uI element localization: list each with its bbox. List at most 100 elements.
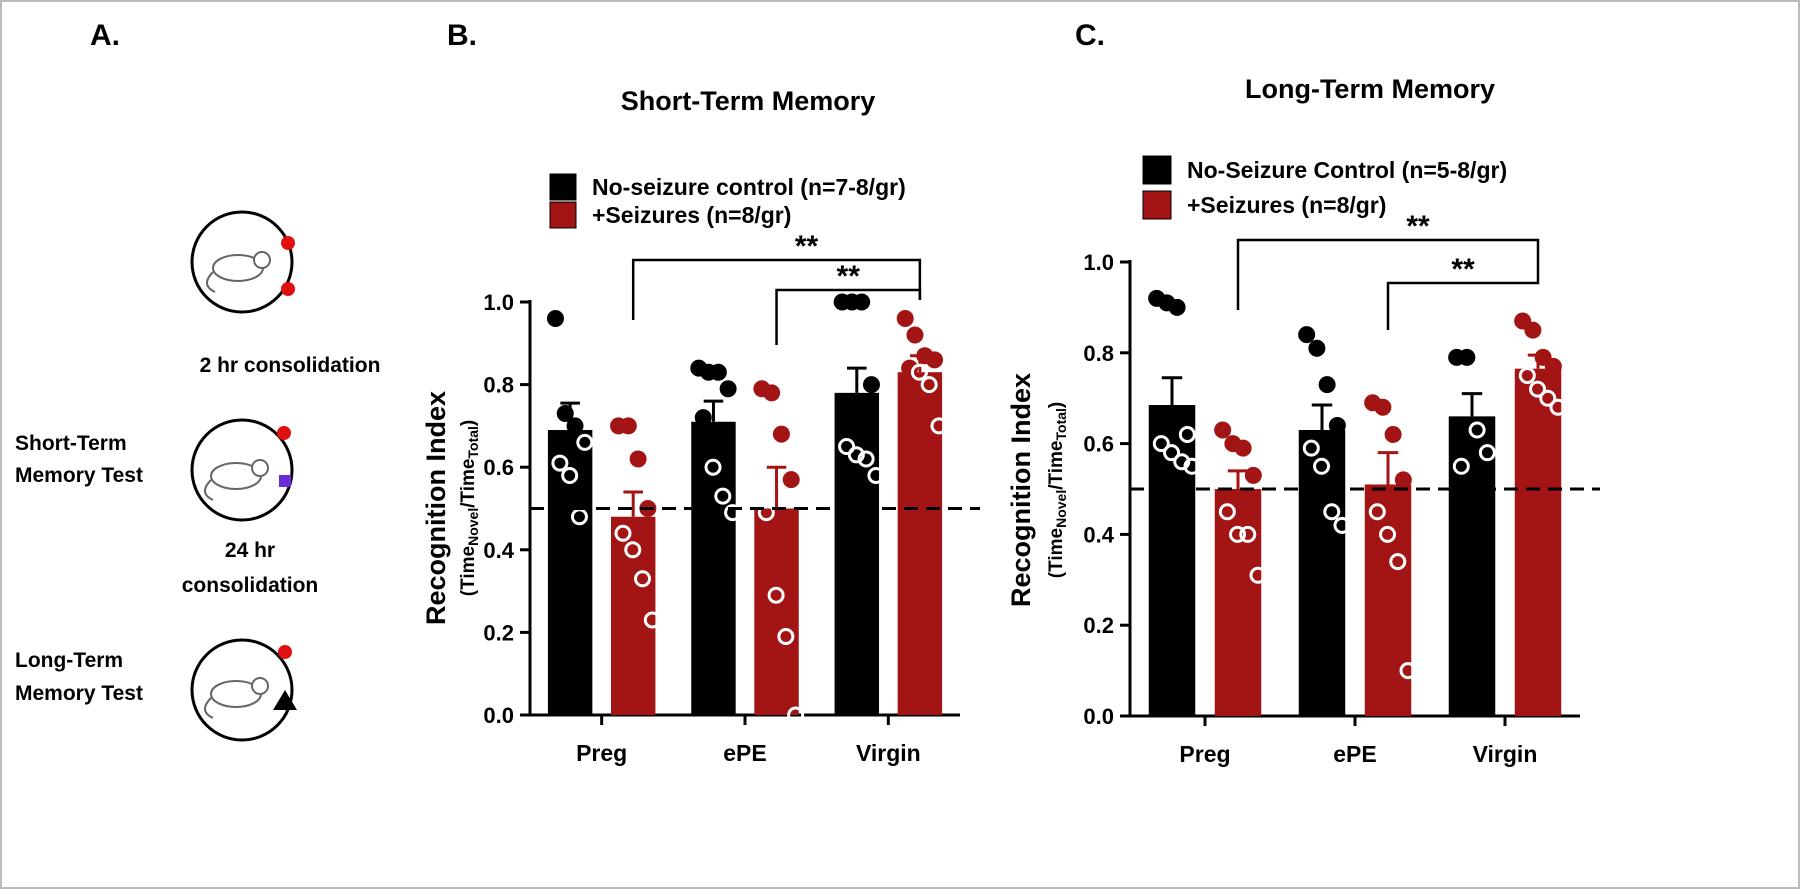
data-point <box>724 504 742 522</box>
data-point <box>857 450 875 468</box>
error-bar <box>623 490 643 517</box>
x-tick-label: Virgin <box>1473 741 1538 767</box>
legend-swatch <box>549 173 577 201</box>
legend-swatch <box>1142 190 1172 220</box>
data-point <box>862 376 880 394</box>
y-axis-sublabel-part: (Time <box>1046 528 1067 578</box>
y-axis-sublabel-part: (Time <box>458 546 479 596</box>
data-point <box>1313 457 1331 475</box>
error-bar <box>766 465 787 509</box>
data-point <box>896 310 914 328</box>
bar <box>1364 484 1412 716</box>
data-point <box>1368 503 1386 521</box>
data-point <box>634 570 652 588</box>
data-point <box>1229 525 1247 543</box>
data-point <box>930 417 948 435</box>
bar <box>547 430 593 715</box>
data-point <box>1468 421 1486 439</box>
test-label: Short-Term <box>15 432 127 455</box>
significance-bracket <box>775 288 922 345</box>
data-point <box>694 409 712 427</box>
arena-3 <box>190 638 297 742</box>
test-label: Memory Test <box>15 682 143 705</box>
data-point <box>704 458 722 476</box>
data-point <box>1318 376 1336 394</box>
y-axis-sublabel-part: ) <box>458 420 479 426</box>
data-point <box>847 446 865 464</box>
data-point <box>867 466 885 484</box>
bar <box>1148 405 1196 716</box>
y-tick-label: 0.8 <box>483 373 514 398</box>
data-point <box>624 541 642 559</box>
data-point <box>566 417 584 435</box>
error-bar <box>1377 451 1399 485</box>
error-bar <box>847 366 867 393</box>
legend-label: No-Seizure Control (n=5-8/gr) <box>1187 157 1507 183</box>
bar <box>1298 429 1346 716</box>
error-bar <box>1461 392 1483 417</box>
y-axis-label: Recognition Index <box>421 391 451 625</box>
y-axis-label: Recognition Index <box>1006 373 1036 607</box>
data-point <box>787 706 805 724</box>
data-point <box>1152 435 1170 453</box>
legend-label: +Seizures (n=8/gr) <box>592 202 791 228</box>
test-label: Long-Term <box>15 649 123 672</box>
x-tick-label: Preg <box>576 740 627 766</box>
data-point <box>1514 312 1532 330</box>
arena-2 <box>190 418 294 522</box>
data-point <box>920 376 938 394</box>
data-point <box>709 363 727 381</box>
data-point <box>1394 471 1412 489</box>
y-tick-label: 0.6 <box>1083 432 1114 457</box>
y-tick-label: 0.6 <box>483 455 514 480</box>
legend-label: +Seizures (n=8/gr) <box>1187 192 1386 218</box>
data-point <box>763 384 781 402</box>
data-point <box>1249 566 1267 584</box>
y-tick-label: 0.0 <box>1083 704 1114 729</box>
data-point <box>1384 426 1402 444</box>
data-point <box>1163 444 1181 462</box>
panel-label: A. <box>90 19 120 52</box>
data-point <box>619 417 637 435</box>
data-point <box>1323 503 1341 521</box>
data-point <box>1458 348 1476 366</box>
y-tick-label: 1.0 <box>1083 250 1114 275</box>
y-tick-label: 0.2 <box>1083 613 1114 638</box>
bar <box>1448 416 1496 716</box>
data-point <box>1539 389 1557 407</box>
data-point <box>1399 662 1417 680</box>
y-axis-sublabel-part: Novel <box>1053 490 1069 528</box>
significance-bracket <box>631 258 922 320</box>
y-tick-label: 1.0 <box>483 290 514 315</box>
bar <box>754 508 799 715</box>
y-tick-label: 0.8 <box>1083 341 1114 366</box>
data-point <box>1478 444 1496 462</box>
data-point <box>1302 439 1320 457</box>
data-point <box>714 487 732 505</box>
y-tick-label: 0.2 <box>483 620 514 645</box>
data-point <box>1298 326 1316 344</box>
y-axis-sublabel: (TimeNovel/TimeTotal) <box>458 420 481 596</box>
data-point <box>614 524 632 542</box>
data-point <box>546 310 564 328</box>
panel-label: C. <box>1075 19 1105 52</box>
y-tick-label: 0.0 <box>483 703 514 728</box>
data-point <box>1549 398 1567 416</box>
legend-swatch <box>549 201 577 229</box>
data-point <box>551 454 569 472</box>
bar <box>610 516 656 715</box>
y-axis-sublabel-part: /Time <box>458 458 479 507</box>
data-point <box>777 628 795 646</box>
x-tick-label: ePE <box>1333 741 1376 767</box>
bar <box>897 372 943 715</box>
y-axis-sublabel: (TimeNovel/TimeTotal) <box>1046 402 1069 578</box>
data-point <box>576 433 594 451</box>
data-point <box>1218 503 1236 521</box>
test-label: Memory Test <box>15 464 143 487</box>
significance-label: ** <box>795 230 819 263</box>
significance-bracket <box>1236 238 1540 310</box>
error-bar <box>1161 376 1183 406</box>
error-bar <box>1227 469 1249 489</box>
